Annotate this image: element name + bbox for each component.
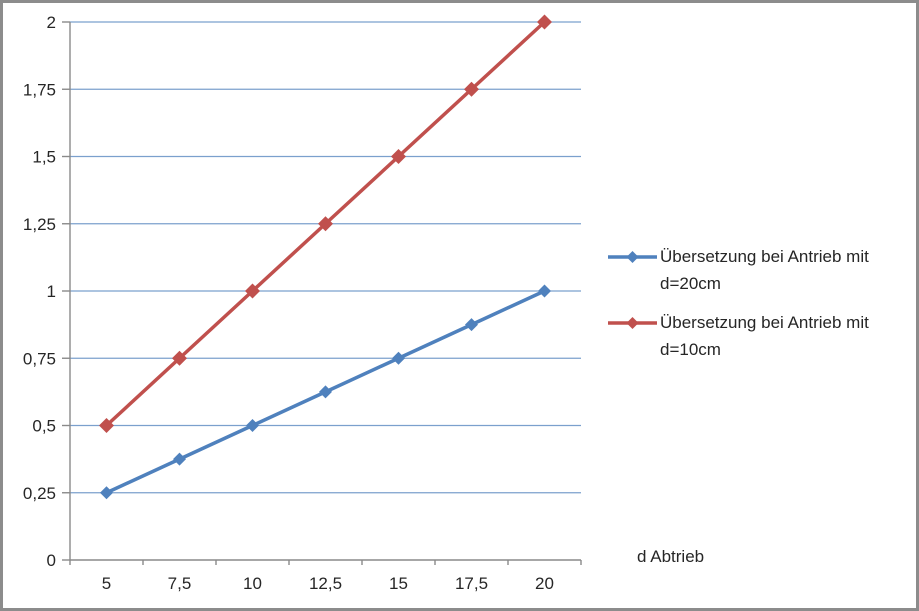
y-tick-label: 1,75: [23, 80, 56, 99]
y-tick-label: 0,5: [32, 417, 56, 436]
y-tick-label: 0: [47, 551, 56, 570]
legend-line-marker-icon: [608, 251, 657, 263]
x-tick-label: 7,5: [168, 574, 192, 593]
series-0-marker: [173, 452, 186, 466]
series-1-marker: [464, 81, 479, 97]
y-tick-label: 0,25: [23, 484, 56, 503]
series-1-marker: [99, 418, 114, 433]
series-0-marker: [246, 419, 259, 432]
legend: Übersetzung bei Antrieb mit d=20cm Übers…: [608, 243, 908, 375]
series-0-marker: [319, 385, 332, 399]
series-0-marker: [100, 486, 113, 500]
legend-item-label: Übersetzung bei Antrieb mit d=10cm: [660, 313, 869, 359]
y-tick-label: 1,25: [23, 215, 56, 234]
y-tick-label: 2: [47, 13, 56, 32]
legend-item-label: Übersetzung bei Antrieb mit d=20cm: [660, 247, 869, 293]
y-tick-label: 1: [47, 282, 56, 301]
x-axis-title: d Abtrieb: [637, 547, 705, 566]
x-tick-label: 20: [535, 574, 554, 593]
series-1-marker: [391, 149, 406, 164]
series-1-marker: [318, 216, 333, 232]
legend-line-marker-icon: [608, 317, 657, 329]
series-0-marker: [392, 351, 405, 365]
legend-item-d20: Übersetzung bei Antrieb mit d=20cm: [608, 243, 908, 297]
x-tick-label: 15: [389, 574, 408, 593]
chart-canvas: 0 0,25 0,5 0,75 1 1,25 1,5 1,75 2 5 7,5 10 12,5 15 17,…: [23, 13, 582, 593]
legend-item-d10: Übersetzung bei Antrieb mit d=10cm: [608, 309, 908, 363]
x-tick-label: 12,5: [309, 574, 342, 593]
series-0-marker: [465, 318, 478, 332]
series-0-marker: [538, 284, 551, 298]
series-1-marker: [245, 283, 260, 299]
y-tick-label: 1,5: [32, 148, 56, 167]
x-tick-label: 10: [243, 574, 262, 593]
series-1-marker: [172, 350, 187, 366]
series-1-marker: [537, 14, 552, 30]
x-tick-label: 5: [102, 574, 111, 593]
x-tick-label: 17,5: [455, 574, 488, 593]
y-tick-label: 0,75: [23, 349, 56, 368]
